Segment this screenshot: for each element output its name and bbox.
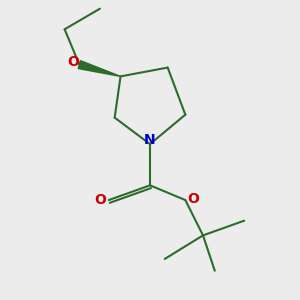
- Text: O: O: [187, 192, 199, 206]
- Polygon shape: [78, 61, 121, 76]
- Text: O: O: [67, 55, 79, 69]
- Text: N: N: [144, 133, 156, 147]
- Text: O: O: [94, 193, 106, 207]
